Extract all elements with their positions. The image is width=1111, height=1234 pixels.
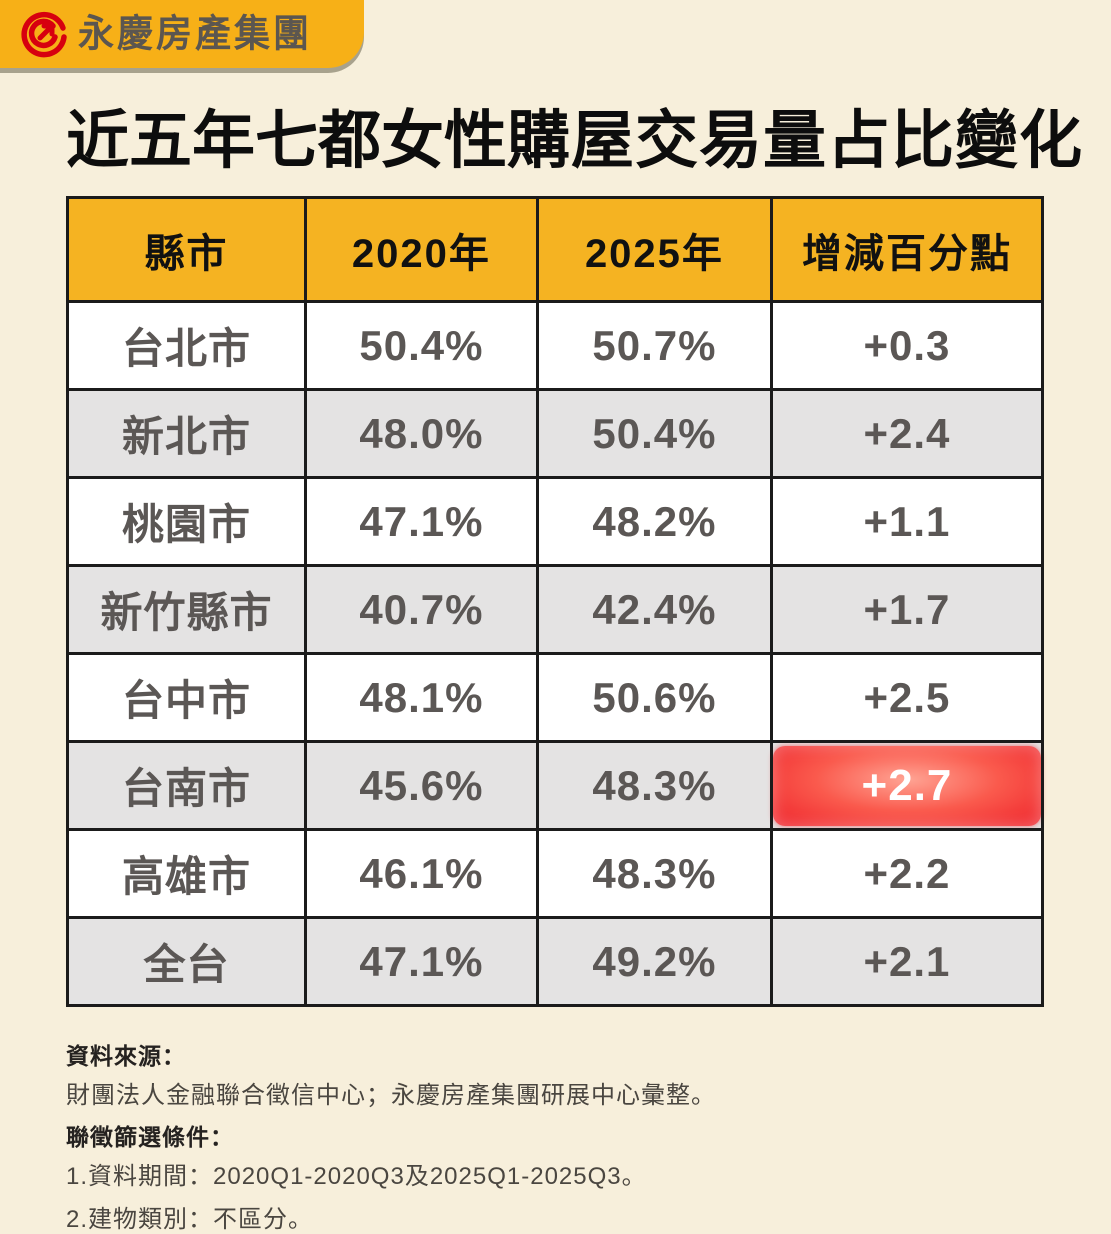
cell-change: +1.7 <box>769 564 1045 656</box>
cell-y2020: 46.1% <box>303 828 539 920</box>
cell-y2020: 48.1% <box>303 652 539 744</box>
cell-change: +2.5 <box>769 652 1045 744</box>
cell-y2025: 48.2% <box>535 476 773 568</box>
title-heavy-part: 購屋交易量占比變化 <box>507 106 1083 176</box>
table-row: 台北市 50.4% 50.7% +0.3 <box>66 300 1045 392</box>
cell-city: 高雄市 <box>66 828 307 920</box>
table-row: 全台 47.1% 49.2% +2.1 <box>66 916 1045 1008</box>
table-header-row: 縣市 2020年 2025年 增減百分點 <box>66 196 1045 304</box>
cell-y2020: 47.1% <box>303 916 539 1008</box>
cell-y2025: 50.6% <box>535 652 773 744</box>
col-header-2025: 2025年 <box>535 196 773 304</box>
brand-banner: 永慶房產集團 <box>0 0 364 68</box>
cell-change: +2.2 <box>769 828 1045 920</box>
brand-name: 永慶房產集團 <box>78 11 313 55</box>
footer-notes: 資料來源： 財團法人金融聯合徵信中心；永慶房產集團研展中心彙整。 聯徵篩選條件：… <box>66 1037 1111 1234</box>
cell-city: 新竹縣市 <box>66 564 307 656</box>
criteria-item-2: 2.建物類別：不區分。 <box>66 1206 314 1234</box>
table-row: 桃園市 47.1% 48.2% +1.1 <box>66 476 1045 568</box>
cell-change: +2.7 <box>769 740 1045 832</box>
source-label: 資料來源： <box>66 1043 186 1070</box>
cell-y2025: 49.2% <box>535 916 773 1008</box>
cell-y2020: 48.0% <box>303 388 539 480</box>
cell-city: 台南市 <box>66 740 307 832</box>
cell-city: 新北市 <box>66 388 307 480</box>
criteria-item-1: 1.資料期間：2020Q1-2020Q3及2025Q1-2025Q3。 <box>66 1163 647 1191</box>
col-header-city: 縣市 <box>66 196 307 304</box>
cell-change: +1.1 <box>769 476 1045 568</box>
table-row: 新北市 48.0% 50.4% +2.4 <box>66 388 1045 480</box>
yungching-spiral-arrow-icon <box>21 11 67 58</box>
cell-city: 全台 <box>66 916 307 1008</box>
col-header-2020: 2020年 <box>303 196 539 304</box>
cell-y2020: 45.6% <box>303 740 539 832</box>
cell-y2020: 50.4% <box>303 300 539 392</box>
source-text: 財團法人金融聯合徵信中心；永慶房產集團研展中心彙整。 <box>66 1082 716 1110</box>
cell-change: +2.1 <box>769 916 1045 1008</box>
cell-change: +0.3 <box>769 300 1045 392</box>
table-row: 台南市 45.6% 48.3% +2.7 <box>66 740 1045 832</box>
cell-city: 桃園市 <box>66 476 307 568</box>
cell-city: 台北市 <box>66 300 307 392</box>
col-header-change: 增減百分點 <box>769 196 1045 304</box>
table-row: 高雄市 46.1% 48.3% +2.2 <box>66 828 1045 920</box>
criteria-label: 聯徵篩選條件： <box>66 1124 234 1151</box>
table-row: 新竹縣市 40.7% 42.4% +1.7 <box>66 564 1045 656</box>
cell-y2025: 48.3% <box>535 740 773 832</box>
cell-y2025: 48.3% <box>535 828 773 920</box>
cell-y2025: 50.4% <box>535 388 773 480</box>
highlight-change-badge: +2.7 <box>772 745 1041 826</box>
cell-y2020: 40.7% <box>303 564 539 656</box>
cell-y2025: 50.7% <box>535 300 773 392</box>
table-row: 台中市 48.1% 50.6% +2.5 <box>66 652 1045 744</box>
cell-y2025: 42.4% <box>535 564 773 656</box>
cell-change: +2.4 <box>769 388 1045 480</box>
cell-city: 台中市 <box>66 652 307 744</box>
stats-table: 縣市 2020年 2025年 增減百分點 台北市 50.4% 50.7% +0.3 新北… <box>66 196 1045 1008</box>
page-title: 近五年七都女性購屋交易量占比變化 <box>66 108 1111 174</box>
cell-y2020: 47.1% <box>303 476 539 568</box>
title-normal-part: 近五年七都女性 <box>66 106 507 176</box>
